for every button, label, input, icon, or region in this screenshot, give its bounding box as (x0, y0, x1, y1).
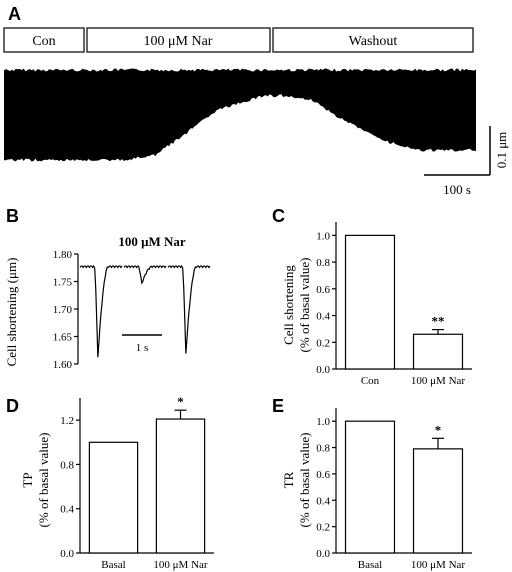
panel-d-category-label: Basal (101, 559, 125, 571)
panel-e-ylabel-2: (% of basal value) (297, 433, 312, 528)
panel-d-ylabel-2: (% of basal value) (36, 433, 51, 528)
panel-c-category-label: 100 μM Nar (411, 375, 466, 387)
panel-e-bar (412, 448, 464, 554)
panel-c-tick-label: 0.2 (316, 337, 330, 349)
panel-c-significance: ** (432, 314, 445, 329)
scalebar-x-label: 100 s (443, 182, 471, 197)
panel-b-scalebar-label: 1 s (136, 342, 149, 354)
panel-e-tick-label: 0.2 (316, 522, 330, 534)
panel-b-trace (79, 264, 211, 358)
panel-e-tick-label: 0.6 (316, 469, 330, 481)
panel-b-title: 100 μM Nar (118, 234, 186, 249)
panel-c-bar (344, 234, 396, 370)
panel-e-tick-label: 0.8 (316, 443, 330, 455)
panel-e-tick-label: 1.0 (316, 416, 330, 428)
panel-d-letter: D (6, 396, 19, 416)
panel-b-y-axis: 1.80 1.75 1.70 1.65 1.60 (53, 249, 79, 371)
panel-d-bar (155, 418, 206, 554)
panel-c-tick-label: 0.4 (316, 311, 330, 323)
segment-nar-label: 100 μM Nar (144, 34, 213, 49)
segment-washout-box (272, 27, 474, 53)
panel-a-trace (4, 68, 476, 162)
panel-c-tick-label: 0.6 (316, 284, 330, 296)
panel-b-tick-label: 1.60 (53, 359, 73, 371)
panel-d-tick-label: 0.0 (60, 548, 74, 560)
panel-c-letter: C (272, 206, 285, 226)
panel-d-ylabel-1: TP (20, 472, 35, 487)
panel-b-tick-label: 1.75 (53, 277, 73, 289)
panel-e-tick-label: 0.0 (316, 548, 330, 560)
panel-e-category-label: 100 μM Nar (411, 559, 466, 571)
panel-e-bar (344, 420, 396, 554)
panel-c-tick-label: 0.8 (316, 257, 330, 269)
panel-b-tick-label: 1.65 (53, 332, 73, 344)
panel-c-ylabel-2: (% of basal value) (297, 258, 312, 353)
panel-a-letter: A (8, 4, 21, 24)
panel-b-ylabel: Cell shortening (μm) (4, 258, 19, 367)
segment-bar: Con 100 μM Nar Washout (3, 27, 474, 53)
segment-con-box (3, 27, 85, 53)
panel-c-tick-label: 1.0 (316, 230, 330, 242)
scalebar-y-label: 0.1 μm (494, 132, 509, 169)
panel-e-letter: E (272, 396, 284, 416)
panel-c-category-label: Con (361, 375, 380, 387)
segment-con-label: Con (32, 34, 55, 49)
panel-c-ylabel-1: Cell shortening (281, 265, 296, 345)
panel-d-tick-label: 0.8 (60, 459, 74, 471)
panel-d-category-label: 100 μM Nar (153, 559, 208, 571)
panel-b-tick-label: 1.70 (53, 304, 73, 316)
panel-e-significance: * (435, 422, 442, 437)
panel-e-tick-label: 0.4 (316, 495, 330, 507)
panel-c-bar (412, 333, 464, 370)
segment-nar-box (86, 27, 271, 53)
segment-washout-label: Washout (349, 34, 398, 49)
panel-d-chart: 1.2 0.8 0.4 0.0 Basal * 100 μM Nar (60, 394, 214, 571)
panel-e-category-label: Basal (358, 559, 382, 571)
panel-c-tick-label: 0.0 (316, 364, 330, 376)
panel-b-letter: B (6, 206, 19, 226)
panel-d-bar (88, 441, 139, 554)
panel-d-significance: * (177, 394, 184, 409)
panel-d-tick-label: 0.4 (60, 504, 74, 516)
panel-e-ylabel-1: TR (281, 471, 296, 488)
panel-d-tick-label: 1.2 (60, 415, 74, 427)
panel-e-chart: 1.0 0.8 0.6 0.4 0.2 0.0 Basal * 100 μM Nar (316, 408, 472, 571)
panel-b-tick-label: 1.80 (53, 249, 73, 261)
panel-a-scalebar: 0.1 μm 100 s (424, 126, 509, 197)
panel-c-chart: 1.0 0.8 0.6 0.4 0.2 0.0 Con ** 100 μM Nar (316, 222, 472, 387)
